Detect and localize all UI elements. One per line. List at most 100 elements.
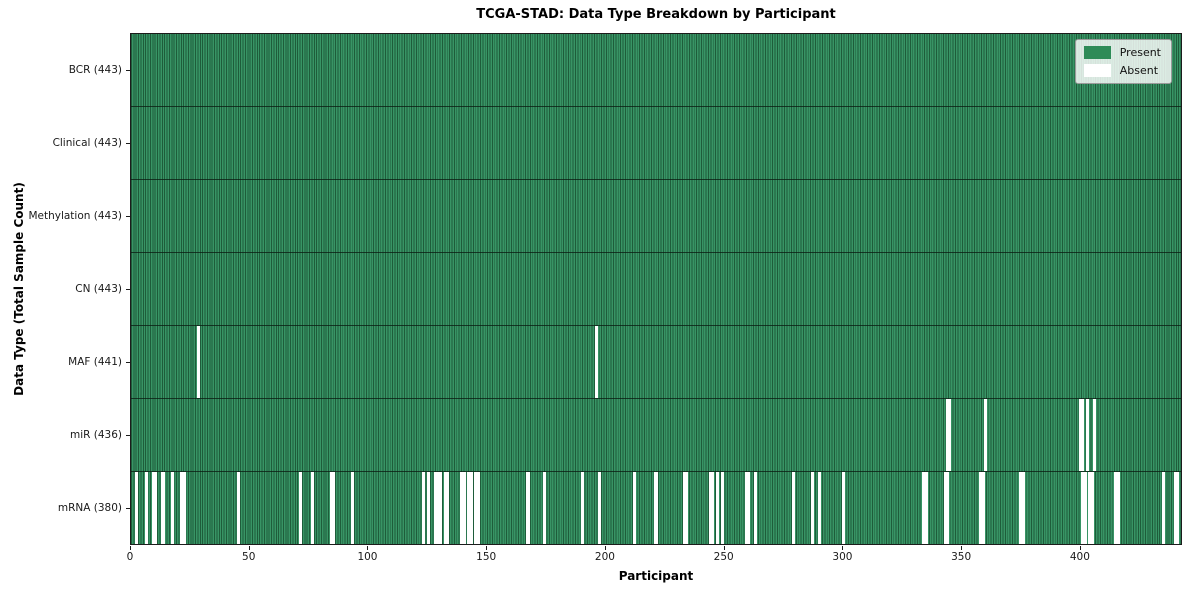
absent-cell (180, 472, 184, 544)
absent-cell (654, 472, 658, 544)
absent-cell (1021, 472, 1025, 544)
y-tick-mark (126, 508, 130, 510)
absent-cell (682, 472, 686, 544)
absent-cell (1083, 472, 1087, 544)
x-tick-label-400: 400 (1069, 551, 1090, 563)
y-tick-label-maf: MAF (441) (68, 356, 122, 369)
x-axis-title: Participant (618, 569, 694, 583)
absent-cell (754, 472, 758, 544)
x-tick-mark (1079, 546, 1081, 550)
x-tick-label-250: 250 (713, 551, 734, 563)
present-swatch-icon (1083, 46, 1111, 59)
x-tick-label-0: 0 (126, 551, 134, 563)
absent-cell (685, 472, 689, 544)
absent-cell (135, 472, 139, 544)
x-tick-label-200: 200 (594, 551, 615, 563)
absent-cell (810, 472, 814, 544)
absent-cell (154, 472, 158, 544)
heatmap-row-methylation (131, 179, 1181, 252)
absent-cell (945, 399, 950, 471)
absent-cell (543, 472, 547, 544)
absent-swatch-icon (1083, 64, 1111, 77)
absent-cell (467, 472, 471, 544)
x-tick-mark (604, 546, 606, 550)
y-tick-label-clinical: Clinical (443) (52, 136, 122, 149)
absent-cell (979, 472, 983, 544)
absent-cell (1114, 472, 1118, 544)
absent-cell (1092, 399, 1096, 471)
absent-cell (841, 472, 845, 544)
x-tick-mark (486, 546, 488, 550)
absent-cell (1173, 472, 1177, 544)
absent-cell (144, 472, 148, 544)
legend-item-absent: Absent (1083, 64, 1161, 77)
absent-cell (526, 472, 530, 544)
heatmap-row-mir (131, 398, 1181, 471)
x-tick-label-100: 100 (357, 551, 378, 563)
absent-cell (422, 472, 426, 544)
absent-cell (744, 472, 748, 544)
absent-cell (436, 472, 440, 544)
y-tick-mark (126, 69, 130, 71)
legend-label-absent: Absent (1119, 64, 1159, 77)
absent-cell (476, 472, 480, 544)
absent-cell (983, 399, 987, 471)
plot-area: Present Absent (130, 33, 1182, 545)
heatmap-row-cn (131, 252, 1181, 325)
heatmap-row-maf (131, 325, 1181, 398)
heatmap-row-mrna (131, 471, 1181, 544)
absent-cell (351, 472, 355, 544)
absent-cell (720, 472, 724, 544)
legend-label-present: Present (1119, 46, 1161, 59)
heatmap-rows (131, 34, 1181, 544)
absent-cell (460, 472, 464, 544)
absent-cell (818, 472, 822, 544)
absent-cell (182, 472, 186, 544)
x-tick-mark (842, 546, 844, 550)
x-tick-label-150: 150 (476, 551, 497, 563)
y-tick-label-cn: CN (443) (75, 283, 122, 295)
y-tick-mark (126, 435, 130, 437)
absent-cell (462, 472, 466, 544)
x-tick-mark (248, 546, 250, 550)
heatmap-row-bcr (131, 34, 1181, 106)
absent-cell (445, 472, 449, 544)
absent-cell (746, 472, 750, 544)
y-tick-mark (126, 142, 130, 144)
absent-cell (332, 472, 336, 544)
absent-cell (1161, 472, 1165, 544)
y-tick-mark (126, 362, 130, 364)
absent-cell (1081, 399, 1085, 471)
absent-cell (1175, 472, 1179, 544)
absent-cell (924, 472, 928, 544)
absent-cell (151, 472, 156, 544)
y-tick-label-mir: miR (436) (69, 429, 122, 442)
absent-cell (922, 472, 926, 544)
absent-cell (948, 399, 952, 471)
absent-cell (1090, 472, 1094, 544)
x-tick-label-300: 300 (832, 551, 853, 563)
y-axis-title: Data Type (Total Sample Count) (12, 182, 26, 396)
absent-cell (1088, 472, 1092, 544)
x-tick-label-350: 350 (951, 551, 972, 563)
absent-cell (310, 472, 314, 544)
absent-cell (1116, 472, 1120, 544)
legend-item-present: Present (1083, 46, 1161, 59)
absent-cell (1085, 399, 1089, 471)
absent-cell (298, 472, 302, 544)
chart-title: TCGA-STAD: Data Type Breakdown by Partic… (476, 7, 836, 22)
absent-cell (329, 472, 333, 544)
absent-cell (791, 472, 795, 544)
absent-cell (943, 472, 947, 544)
x-tick-mark (130, 546, 131, 550)
absent-cell (438, 472, 442, 544)
absent-cell (237, 472, 241, 544)
absent-cell (633, 472, 637, 544)
absent-cell (434, 472, 438, 544)
absent-cell (711, 472, 715, 544)
absent-cell (474, 472, 478, 544)
absent-cell (161, 472, 165, 544)
y-tick-label-bcr: BCR (443) (68, 63, 122, 76)
x-tick-label-50: 50 (242, 551, 256, 563)
absent-cell (945, 472, 950, 544)
